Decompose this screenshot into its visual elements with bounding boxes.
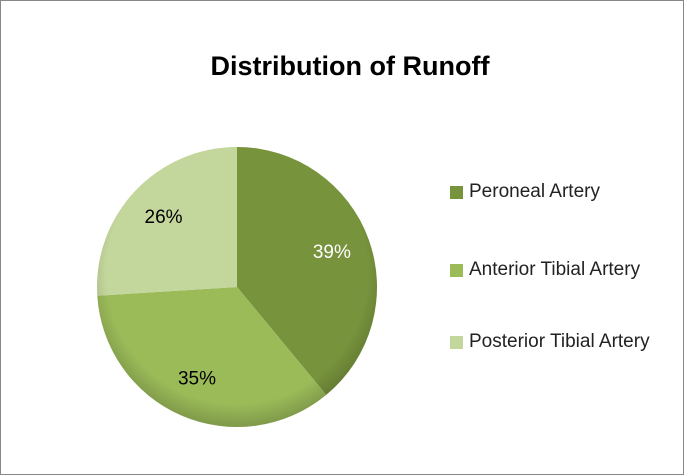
legend-swatch: [450, 264, 463, 277]
legend-item: Posterior Tibial Artery: [450, 327, 660, 357]
legend-swatch: [450, 186, 463, 199]
data-label: 35%: [178, 369, 216, 390]
legend-label: Anterior Tibial Artery: [469, 259, 641, 280]
data-label: 26%: [145, 207, 183, 228]
legend-item: Anterior Tibial Artery: [450, 255, 660, 285]
legend-swatch: [450, 336, 463, 349]
legend-label: Posterior Tibial Artery: [469, 331, 650, 352]
pie-shade: [97, 147, 377, 427]
data-label: 39%: [313, 242, 351, 263]
chart-title: Distribution of Runoff: [211, 51, 491, 81]
legend-item: Peroneal Artery: [450, 177, 660, 207]
legend-label: Peroneal Artery: [469, 181, 600, 202]
